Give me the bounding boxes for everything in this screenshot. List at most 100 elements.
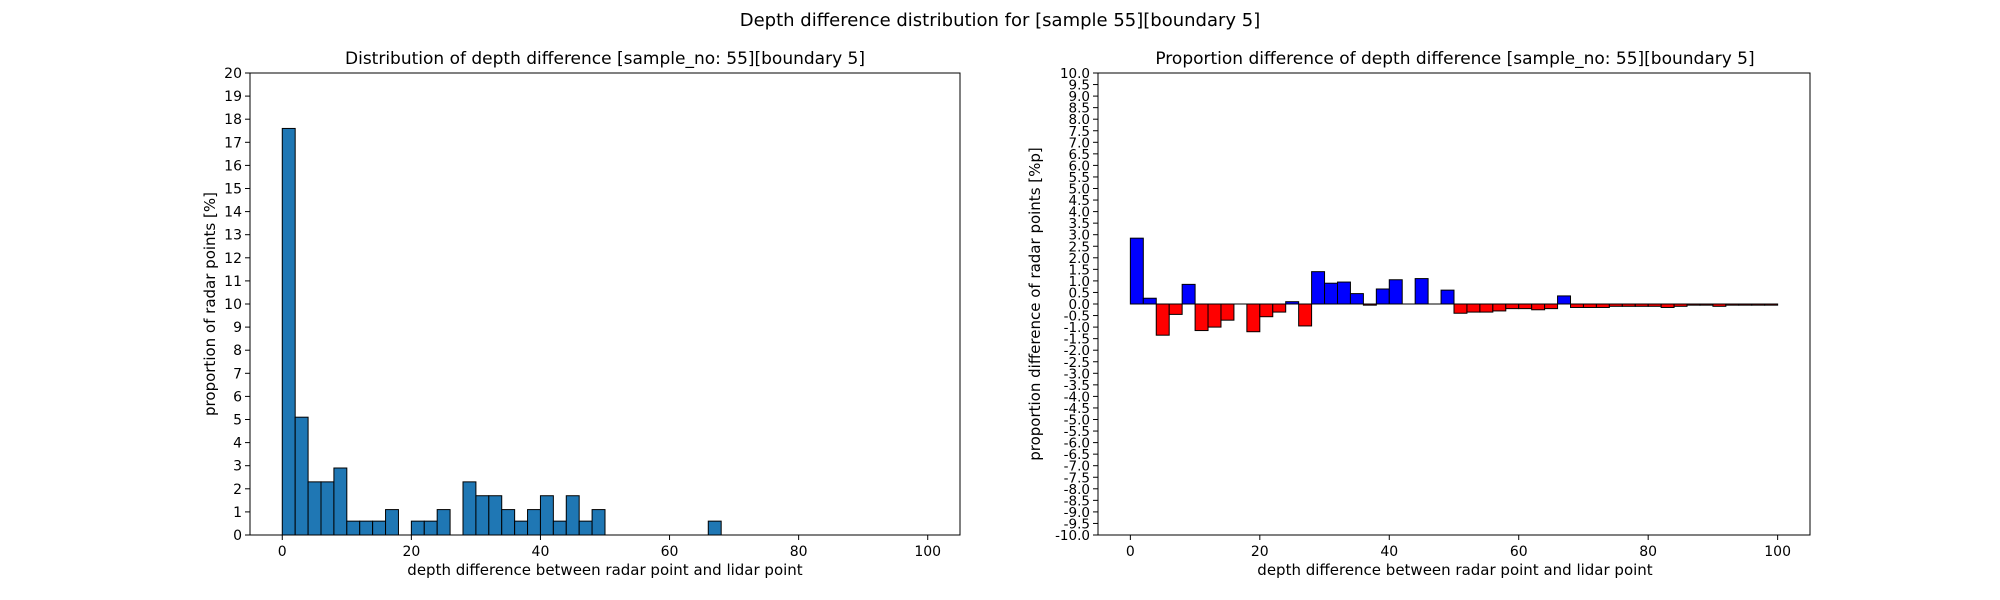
left-y-tick-label: 0 (233, 528, 242, 544)
right-axes-frame (1097, 72, 1811, 536)
right-chart-title: Proportion difference of depth differenc… (1155, 49, 1754, 69)
right-bar (1194, 303, 1209, 332)
right-x-label: depth difference between radar point and… (1257, 561, 1653, 579)
left-y-tick-label: 12 (224, 251, 242, 267)
right-y-tick-label: -9.0 (1064, 505, 1090, 521)
left-bar (320, 481, 335, 536)
right-x-ticks: 0 20 40 60 80 100 (1126, 535, 1791, 560)
left-bar (307, 481, 322, 536)
right-y-tick-label: 0.5 (1069, 285, 1090, 301)
right-y-tick-label: -6.5 (1064, 447, 1090, 463)
left-y-tick-label: 8 (233, 343, 242, 359)
left-y-tick-label: 16 (224, 158, 242, 174)
right-y-tick-label: -4.5 (1064, 401, 1090, 417)
left-bar (410, 520, 425, 536)
right-y-tick-label: 1.5 (1069, 262, 1090, 278)
right-x-tick-label: 20 (1251, 544, 1269, 560)
right-y-tick-label: 2.0 (1069, 251, 1090, 267)
right-y-tick-label: -6.0 (1064, 436, 1090, 452)
left-y-tick-label: 20 (224, 66, 242, 82)
right-y-tick-label: 10.0 (1060, 66, 1090, 82)
left-y-tick-label: 13 (224, 228, 242, 244)
left-x-tick-label: 80 (790, 544, 808, 560)
right-x-tick-label: 60 (1510, 544, 1528, 560)
right-y-tick-label: -4.0 (1064, 389, 1090, 405)
left-bar (436, 509, 451, 536)
right-bar (1518, 303, 1533, 310)
left-bar (501, 509, 516, 536)
left-y-tick-label: 2 (233, 482, 242, 498)
left-y-tick-label: 5 (233, 413, 242, 429)
right-y-tick-label: -2.0 (1064, 343, 1090, 359)
left-x-ticks: 0 20 40 60 80 100 (278, 535, 941, 560)
left-y-tick-label: 10 (224, 297, 242, 313)
right-y-tick-label: -7.0 (1064, 459, 1090, 475)
right-y-tick-label: 9.5 (1069, 78, 1090, 94)
right-bar (1129, 237, 1144, 305)
right-bar (1466, 303, 1481, 313)
right-bar (1479, 303, 1494, 313)
right-y-tick-label: -5.0 (1064, 413, 1090, 429)
right-bar (1453, 303, 1468, 314)
right-y-tick-label: -10.0 (1055, 528, 1090, 544)
left-y-tick-label: 15 (224, 182, 242, 198)
left-bar (359, 520, 374, 536)
right-bar (1168, 303, 1183, 315)
right-bar (1324, 282, 1339, 305)
right-y-tick-label: -1.0 (1064, 320, 1090, 336)
right-y-tick-label: 7.5 (1069, 124, 1090, 140)
left-bar (514, 520, 529, 536)
left-y-tick-label: 11 (224, 274, 242, 290)
left-bar (565, 495, 580, 536)
left-y-tick-label: 7 (233, 366, 242, 382)
right-x-tick-label: 100 (1764, 544, 1791, 560)
right-bar (1582, 303, 1597, 308)
right-y-tick-label: 9.0 (1069, 89, 1090, 105)
left-bar (346, 520, 361, 536)
right-bar (1595, 303, 1610, 308)
left-x-tick-label: 20 (402, 544, 420, 560)
right-y-tick-label: -9.5 (1064, 516, 1090, 532)
left-bar (475, 495, 490, 536)
right-bar (1557, 295, 1572, 305)
right-bar (1492, 303, 1507, 312)
left-x-tick-label: 100 (914, 544, 941, 560)
right-y-tick-label: 5.0 (1069, 182, 1090, 198)
right-y-tick-label: -8.0 (1064, 482, 1090, 498)
right-y-tick-label: 6.5 (1069, 147, 1090, 163)
left-y-tick-label: 17 (224, 135, 242, 151)
right-panel: Proportion difference of depth differenc… (1026, 49, 1811, 579)
left-bar (539, 495, 554, 536)
left-y-tick-label: 18 (224, 112, 242, 128)
right-y-tick-label: 3.0 (1069, 228, 1090, 244)
right-bar (1414, 278, 1429, 305)
left-y-tick-label: 6 (233, 389, 242, 405)
right-bar (1440, 289, 1455, 305)
left-y-tick-label: 1 (233, 505, 242, 521)
right-bar (1505, 303, 1520, 310)
left-bar (372, 520, 387, 536)
left-panel: Distribution of depth difference [sample… (201, 49, 961, 579)
left-y-tick-label: 9 (233, 320, 242, 336)
right-bar (1336, 281, 1351, 305)
left-bar (591, 509, 606, 536)
left-y-tick-label: 14 (224, 205, 242, 221)
right-bar (1544, 303, 1559, 310)
right-bar (1570, 303, 1584, 308)
right-bar (1375, 288, 1390, 305)
right-bar (1531, 303, 1546, 311)
left-bar (707, 520, 722, 536)
left-y-tick-label: 19 (224, 89, 242, 105)
right-y-tick-label: -3.0 (1064, 366, 1090, 382)
left-bar (462, 481, 477, 536)
right-bar (1246, 303, 1261, 333)
right-bar (1220, 303, 1235, 321)
right-x-tick-label: 40 (1380, 544, 1398, 560)
right-bar (1298, 303, 1313, 327)
right-y-tick-label: 2.5 (1069, 239, 1090, 255)
left-bar (333, 467, 348, 536)
right-y-ticks: -10.0-9.5-9.0-8.5-8.0-7.5-7.0-6.5-6.0-5.… (1055, 66, 1098, 544)
left-x-tick-label: 60 (661, 544, 679, 560)
right-y-tick-label: -0.5 (1064, 309, 1090, 325)
suptitle: Depth difference distribution for [sampl… (740, 10, 1261, 31)
